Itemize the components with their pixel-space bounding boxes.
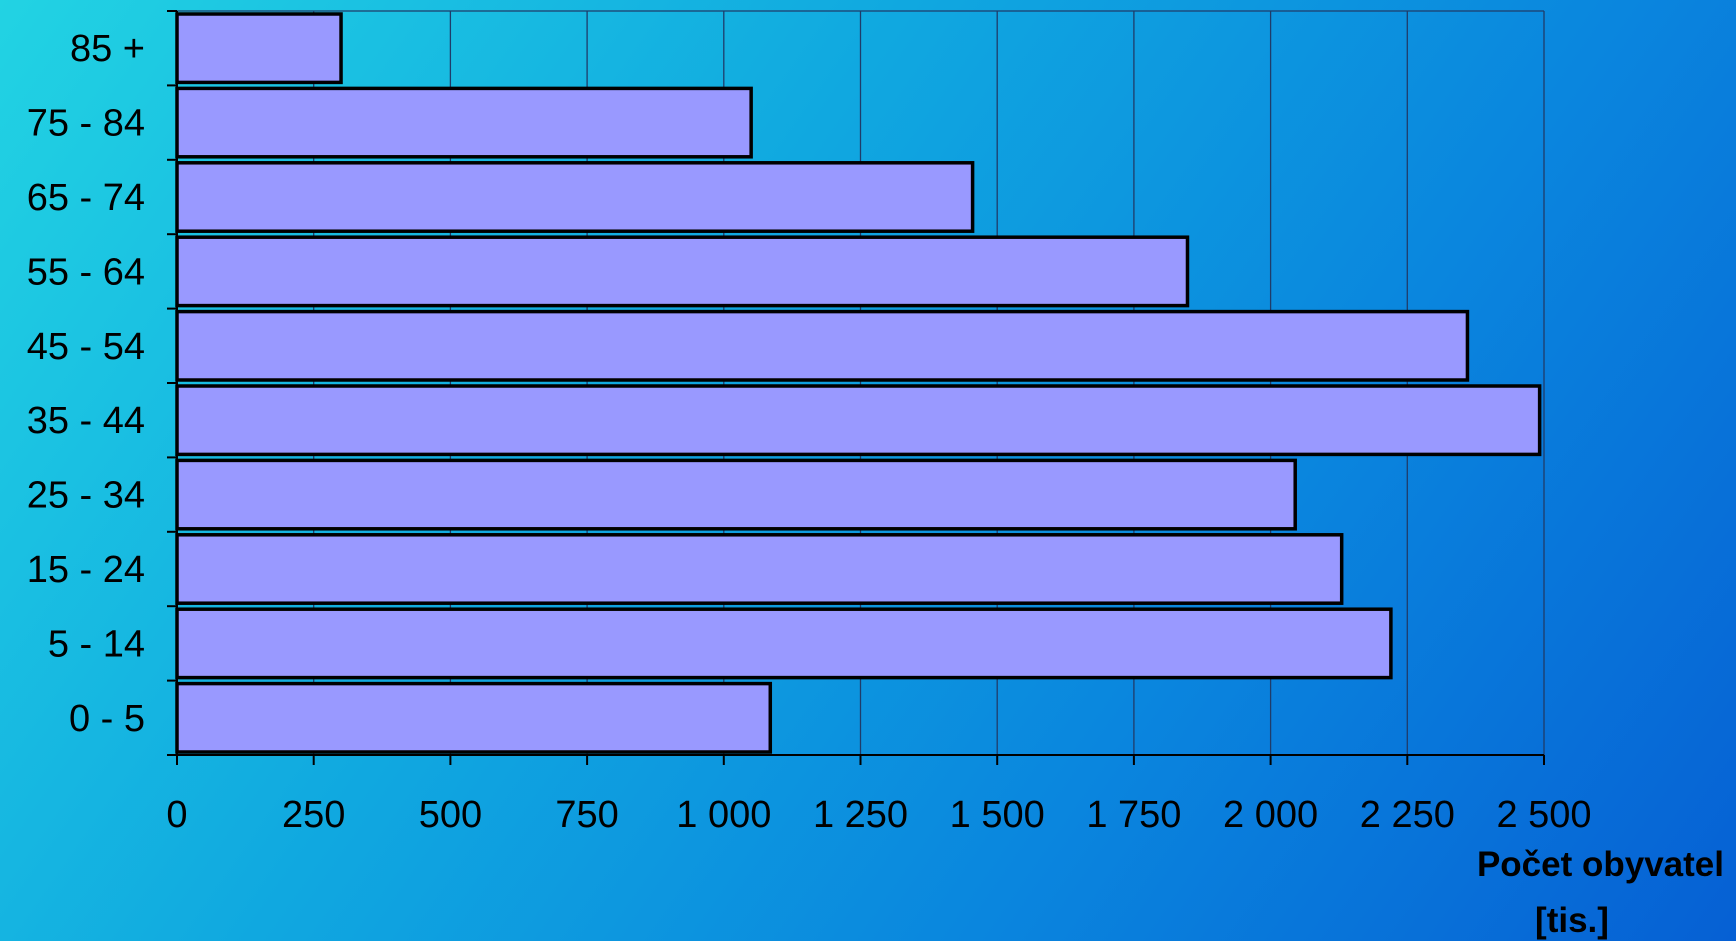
category-label-9: 0 - 5 <box>69 698 145 740</box>
x-tick-label-3: 750 <box>555 794 618 836</box>
category-label-8: 5 - 14 <box>48 623 145 665</box>
bar-9 <box>175 681 773 754</box>
x-tick-label-0: 0 <box>166 794 187 836</box>
bar-1 <box>175 86 753 159</box>
category-label-1: 75 - 84 <box>27 103 145 145</box>
category-label-5: 35 - 44 <box>27 400 145 442</box>
x-tick-label-1: 250 <box>282 794 345 836</box>
category-label-6: 25 - 34 <box>27 475 145 517</box>
x-axis-title-line1: Počet obyvatel <box>1477 845 1724 884</box>
x-tick-label-7: 1 750 <box>1086 794 1181 836</box>
category-label-0: 85 + <box>70 28 145 70</box>
bar-8 <box>175 607 1393 680</box>
axes <box>167 10 1545 765</box>
x-tick-label-8: 2 000 <box>1223 794 1318 836</box>
bars <box>175 12 1542 754</box>
x-tick-label-9: 2 250 <box>1360 794 1455 836</box>
category-label-4: 45 - 54 <box>27 326 145 368</box>
x-tick-labels: 0 250 500 750 1 000 1 250 1 500 1 750 2 000 2 250… <box>166 794 1591 836</box>
category-label-2: 65 - 74 <box>27 177 145 219</box>
bar-7 <box>175 533 1344 605</box>
category-label-3: 55 - 64 <box>27 251 145 293</box>
category-label-7: 15 - 24 <box>27 549 145 591</box>
x-tick-label-4: 1 000 <box>676 794 771 836</box>
x-tick-label-10: 2 500 <box>1496 794 1591 836</box>
x-tick-label-6: 1 500 <box>950 794 1045 836</box>
x-tick-label-5: 1 250 <box>813 794 908 836</box>
bar-2 <box>175 161 975 233</box>
category-labels: 85 + 75 - 84 65 - 74 55 - 64 45 - 54 35 - 44 2… <box>27 28 145 740</box>
bar-4 <box>175 309 1470 382</box>
bar-0 <box>175 12 343 85</box>
x-axis-title-line2: [tis.] <box>1535 901 1609 940</box>
bar-5 <box>175 384 1542 457</box>
bar-3 <box>175 235 1190 308</box>
bar-6 <box>175 458 1297 531</box>
x-tick-label-2: 500 <box>419 794 482 836</box>
